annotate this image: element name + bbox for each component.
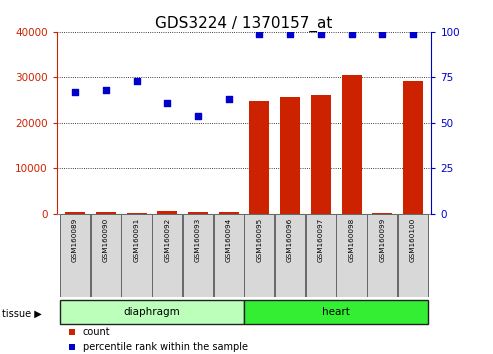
Text: percentile rank within the sample: percentile rank within the sample xyxy=(83,342,248,352)
Bar xyxy=(311,95,331,214)
FancyBboxPatch shape xyxy=(306,214,336,297)
Text: GSM160093: GSM160093 xyxy=(195,218,201,262)
FancyBboxPatch shape xyxy=(183,214,213,297)
Text: GSM160096: GSM160096 xyxy=(287,218,293,262)
Point xyxy=(255,31,263,36)
Point xyxy=(71,89,79,95)
Text: GSM160089: GSM160089 xyxy=(72,218,78,262)
Text: GSM160100: GSM160100 xyxy=(410,218,416,262)
FancyBboxPatch shape xyxy=(398,214,428,297)
Bar xyxy=(188,212,208,214)
Text: heart: heart xyxy=(322,307,350,316)
Bar xyxy=(65,212,85,214)
Bar xyxy=(219,212,239,214)
FancyBboxPatch shape xyxy=(60,214,90,297)
Bar xyxy=(96,212,116,214)
Bar xyxy=(127,213,146,214)
Text: GSM160092: GSM160092 xyxy=(164,218,170,262)
Point xyxy=(194,113,202,119)
Text: GSM160095: GSM160095 xyxy=(256,218,262,262)
Text: GSM160094: GSM160094 xyxy=(226,218,232,262)
Bar xyxy=(372,212,392,214)
Point xyxy=(378,31,386,36)
Point xyxy=(102,87,110,93)
FancyBboxPatch shape xyxy=(367,214,397,297)
FancyBboxPatch shape xyxy=(275,214,305,297)
FancyBboxPatch shape xyxy=(244,299,428,324)
Bar xyxy=(280,97,300,214)
FancyBboxPatch shape xyxy=(245,214,275,297)
Point xyxy=(133,78,141,84)
Bar xyxy=(403,81,423,214)
Point xyxy=(225,96,233,102)
Text: GSM160090: GSM160090 xyxy=(103,218,109,262)
Text: GSM160097: GSM160097 xyxy=(318,218,324,262)
FancyBboxPatch shape xyxy=(152,214,182,297)
FancyBboxPatch shape xyxy=(60,299,244,324)
Text: GSM160091: GSM160091 xyxy=(134,218,140,262)
Point xyxy=(409,31,417,36)
Point xyxy=(286,31,294,36)
Point xyxy=(317,31,325,36)
Bar xyxy=(342,75,361,214)
FancyBboxPatch shape xyxy=(213,214,244,297)
Text: diaphragm: diaphragm xyxy=(124,307,180,316)
Bar xyxy=(157,211,177,214)
Text: count: count xyxy=(83,327,110,337)
Title: GDS3224 / 1370157_at: GDS3224 / 1370157_at xyxy=(155,16,333,32)
Point xyxy=(163,100,171,106)
FancyBboxPatch shape xyxy=(91,214,121,297)
Text: GSM160099: GSM160099 xyxy=(379,218,385,262)
FancyBboxPatch shape xyxy=(337,214,367,297)
Text: GSM160098: GSM160098 xyxy=(349,218,354,262)
Bar xyxy=(249,101,269,214)
Point xyxy=(348,31,355,36)
FancyBboxPatch shape xyxy=(121,214,151,297)
Text: tissue ▶: tissue ▶ xyxy=(2,308,42,318)
